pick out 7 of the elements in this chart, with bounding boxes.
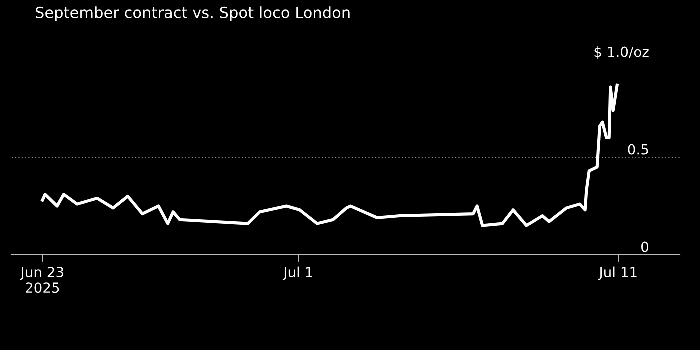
- x-tick-label: Jun 23 2025: [20, 267, 64, 294]
- y-tick-label: $ 1.0/oz: [594, 46, 649, 60]
- x-tick-label: Jul 11: [598, 266, 637, 280]
- y-tick-label: 0.5: [628, 144, 648, 155]
- x-tick-label: Jul 1: [282, 266, 312, 280]
- y-tick-label: 0: [642, 242, 649, 252]
- chart-title: September contract vs. Spot loco London: [36, 6, 350, 22]
